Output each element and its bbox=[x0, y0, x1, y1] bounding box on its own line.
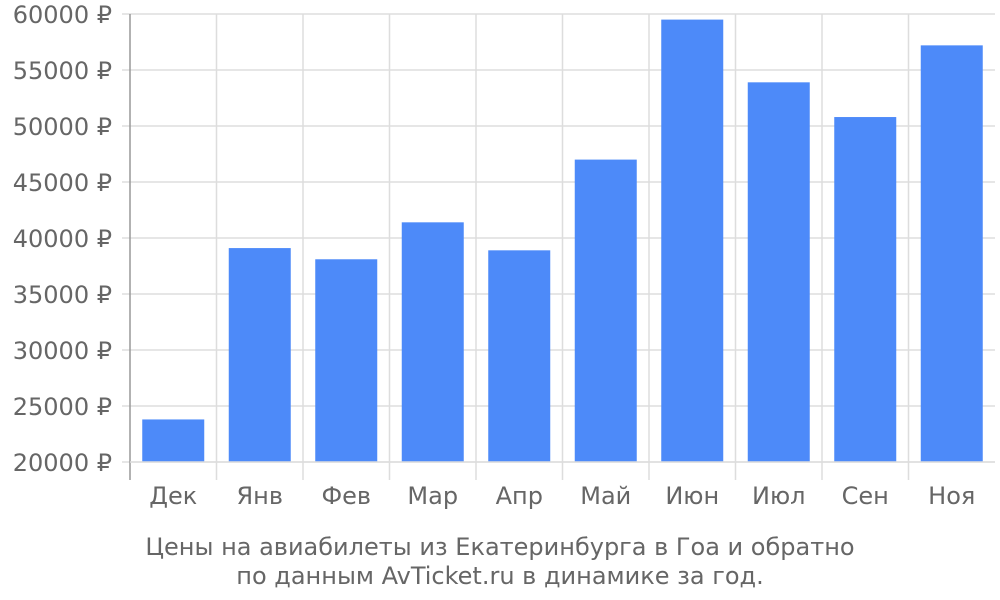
y-tick-label: 60000 ₽ bbox=[13, 1, 112, 29]
x-tick-label: Апр bbox=[496, 482, 543, 510]
y-tick-label: 25000 ₽ bbox=[13, 393, 112, 421]
x-tick-label: Июл bbox=[752, 482, 806, 510]
bar-6 bbox=[661, 19, 724, 462]
bar-3 bbox=[401, 222, 464, 462]
x-tick-label: Дек bbox=[149, 482, 197, 510]
y-tick-label: 35000 ₽ bbox=[13, 281, 112, 309]
x-tick-label: Июн bbox=[665, 482, 719, 510]
bars-layer bbox=[142, 19, 983, 463]
bar-4 bbox=[488, 250, 551, 462]
bar-7 bbox=[747, 82, 810, 462]
y-tick-label: 30000 ₽ bbox=[13, 337, 112, 365]
x-tick-label: Фев bbox=[321, 482, 371, 510]
y-tick-label: 40000 ₽ bbox=[13, 225, 112, 253]
bar-0 bbox=[142, 419, 205, 462]
bar-1 bbox=[228, 248, 291, 462]
bar-5 bbox=[574, 159, 637, 462]
x-tick-label: Сен bbox=[842, 482, 889, 510]
x-tick-label: Май bbox=[580, 482, 631, 510]
bar-8 bbox=[834, 117, 897, 462]
x-tick-label: Ноя bbox=[928, 482, 975, 510]
x-tick-label: Мар bbox=[407, 482, 458, 510]
chart-caption-line-1: Цены на авиабилеты из Екатеринбурга в Го… bbox=[145, 533, 855, 561]
chart-caption-line-2: по данным AvTicket.ru в динамике за год. bbox=[236, 562, 764, 590]
x-tick-label: Янв bbox=[236, 482, 283, 510]
grid-layer bbox=[122, 13, 995, 480]
y-tick-label: 20000 ₽ bbox=[13, 449, 112, 477]
bar-9 bbox=[920, 45, 983, 463]
axis-layer bbox=[129, 14, 995, 480]
y-tick-label: 50000 ₽ bbox=[13, 113, 112, 141]
bar-2 bbox=[315, 259, 378, 462]
y-tick-label: 45000 ₽ bbox=[13, 169, 112, 197]
labels-layer: 20000 ₽ 25000 ₽ 30000 ₽ 35000 ₽ 40000 ₽ 45000… bbox=[13, 1, 976, 510]
y-tick-label: 55000 ₽ bbox=[13, 57, 112, 85]
